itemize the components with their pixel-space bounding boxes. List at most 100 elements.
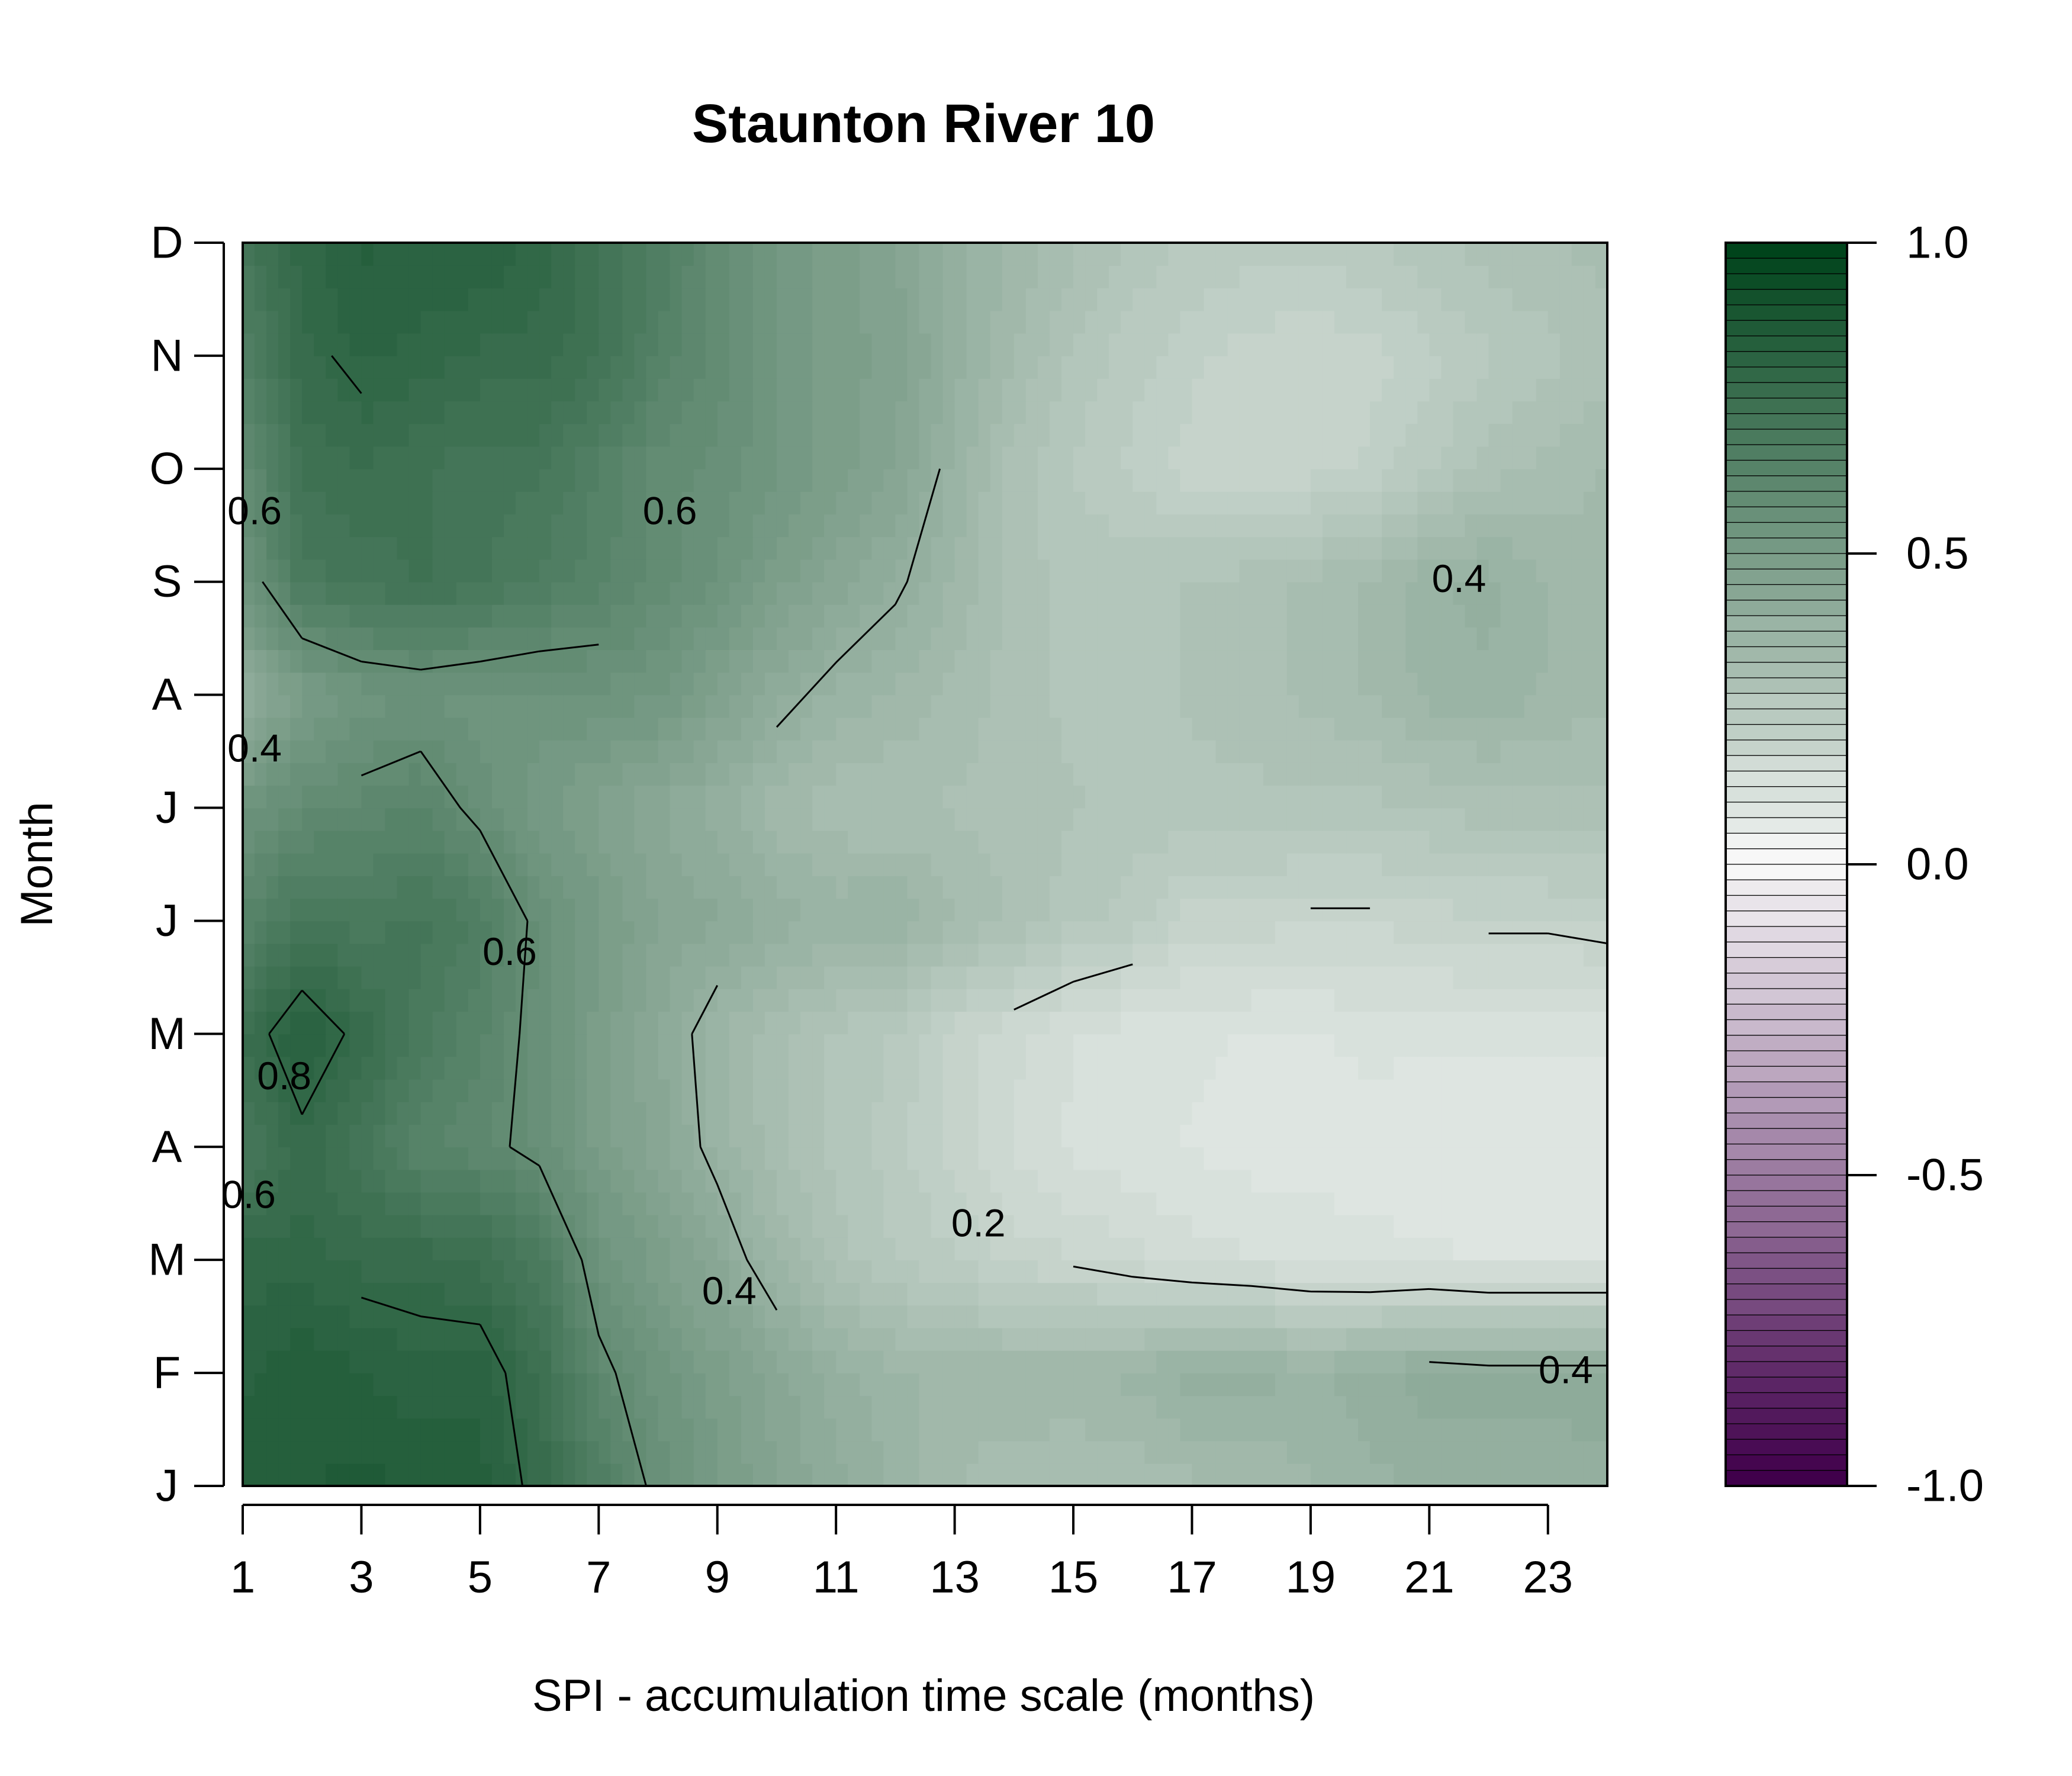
heatmap-cell: [1595, 627, 1608, 651]
heatmap-cell: [539, 627, 552, 651]
heatmap-cell: [1500, 1260, 1513, 1283]
heatmap-cell: [1215, 536, 1228, 560]
heatmap-cell: [266, 740, 279, 763]
heatmap-cell: [860, 1056, 873, 1080]
heatmap-cell: [1382, 559, 1395, 583]
heatmap-cell: [1524, 1305, 1537, 1328]
heatmap-cell: [871, 966, 884, 989]
heatmap-cell: [1322, 1463, 1335, 1487]
heatmap-cell: [1322, 536, 1335, 560]
heatmap-cell: [456, 785, 469, 809]
heatmap-cell: [895, 898, 908, 922]
heatmap-cell: [420, 1169, 433, 1193]
heatmap-cell: [1512, 717, 1525, 741]
heatmap-cell: [705, 921, 718, 944]
heatmap-cell: [337, 1305, 350, 1328]
heatmap-cell: [373, 1395, 386, 1419]
heatmap-cell: [516, 1418, 528, 1442]
heatmap-cell: [1109, 1124, 1122, 1148]
heatmap-cell: [290, 1124, 303, 1148]
heatmap-cell: [361, 762, 374, 786]
heatmap-cell: [1286, 581, 1299, 605]
heatmap-cell: [385, 852, 398, 876]
heatmap-cell: [1524, 1350, 1537, 1373]
heatmap-cell: [1476, 649, 1489, 673]
heatmap-cell: [1465, 1463, 1478, 1487]
heatmap-cell: [1180, 1079, 1193, 1102]
heatmap-cell: [1310, 898, 1323, 922]
heatmap-cell: [1441, 1350, 1454, 1373]
heatmap-cell: [575, 740, 588, 763]
heatmap-cell: [1370, 1282, 1382, 1306]
heatmap-cell: [693, 581, 706, 605]
heatmap-cell: [1583, 1034, 1596, 1057]
heatmap-cell: [729, 1305, 742, 1328]
heatmap-cell: [1049, 1350, 1062, 1373]
heatmap-cell: [1405, 559, 1418, 583]
heatmap-cell: [326, 672, 339, 696]
heatmap-cell: [931, 1260, 944, 1283]
heatmap-cell: [1298, 921, 1311, 944]
heatmap-cell: [290, 1169, 303, 1193]
heatmap-cell: [860, 1079, 873, 1102]
heatmap-cell: [848, 943, 861, 967]
heatmap-cell: [1429, 1260, 1442, 1283]
heatmap-cell: [1156, 514, 1169, 538]
heatmap-cell: [456, 898, 469, 922]
heatmap-cell: [1061, 1214, 1074, 1238]
heatmap-cell: [1310, 1034, 1323, 1057]
heatmap-cell: [243, 1282, 255, 1306]
heatmap-cell: [1144, 1147, 1157, 1170]
heatmap-cell: [1298, 1305, 1311, 1328]
heatmap-cell: [516, 491, 528, 514]
heatmap-cell: [752, 559, 765, 583]
heatmap-cell: [1370, 1124, 1382, 1148]
heatmap-cell: [1085, 1147, 1098, 1170]
heatmap-cell: [1085, 1056, 1098, 1080]
heatmap-cell: [408, 672, 422, 696]
heatmap-cell: [705, 672, 718, 696]
heatmap-cell: [468, 717, 481, 741]
heatmap-cell: [1002, 694, 1015, 718]
heatmap-cell: [1215, 1418, 1228, 1442]
heatmap-cell: [622, 627, 635, 651]
heatmap-cell: [871, 989, 884, 1012]
heatmap-cell: [468, 807, 481, 831]
heatmap-cell: [408, 536, 422, 560]
heatmap-cell: [1037, 1056, 1050, 1080]
heatmap-cell: [1192, 740, 1205, 763]
heatmap-cell: [1453, 830, 1466, 854]
heatmap-cell: [764, 1418, 777, 1442]
heatmap-cell: [919, 1418, 932, 1442]
heatmap-cell: [385, 876, 398, 899]
heatmap-cell: [1512, 852, 1525, 876]
heatmap-cell: [1215, 1327, 1228, 1351]
heatmap-cell: [990, 1147, 1003, 1170]
heatmap-cell: [622, 830, 635, 854]
heatmap-cell: [1429, 1079, 1442, 1102]
heatmap-cell: [776, 1101, 789, 1125]
heatmap-cell: [290, 649, 303, 673]
heatmap-cell: [871, 1101, 884, 1125]
heatmap-cell: [1298, 1124, 1311, 1148]
heatmap-cell: [622, 1079, 635, 1102]
heatmap-cell: [1085, 1350, 1098, 1373]
heatmap-cell: [587, 830, 600, 854]
heatmap-cell: [1488, 1395, 1501, 1419]
heatmap-cell: [883, 1056, 896, 1080]
heatmap-cell: [1346, 514, 1359, 538]
heatmap-cell: [563, 1305, 576, 1328]
heatmap-cell: [622, 1169, 635, 1193]
heatmap-cell: [1334, 762, 1347, 786]
heatmap-cell: [243, 1327, 255, 1351]
heatmap-cell: [1156, 1463, 1169, 1487]
heatmap-cell: [634, 1260, 647, 1283]
heatmap-cell: [752, 1440, 765, 1464]
heatmap-cell: [587, 1237, 600, 1260]
heatmap-cell: [575, 966, 588, 989]
heatmap-cell: [337, 1147, 350, 1170]
heatmap-cell: [1488, 807, 1501, 831]
heatmap-cell: [456, 1350, 469, 1373]
heatmap-cell: [717, 1011, 730, 1035]
heatmap-cell: [1049, 1440, 1062, 1464]
